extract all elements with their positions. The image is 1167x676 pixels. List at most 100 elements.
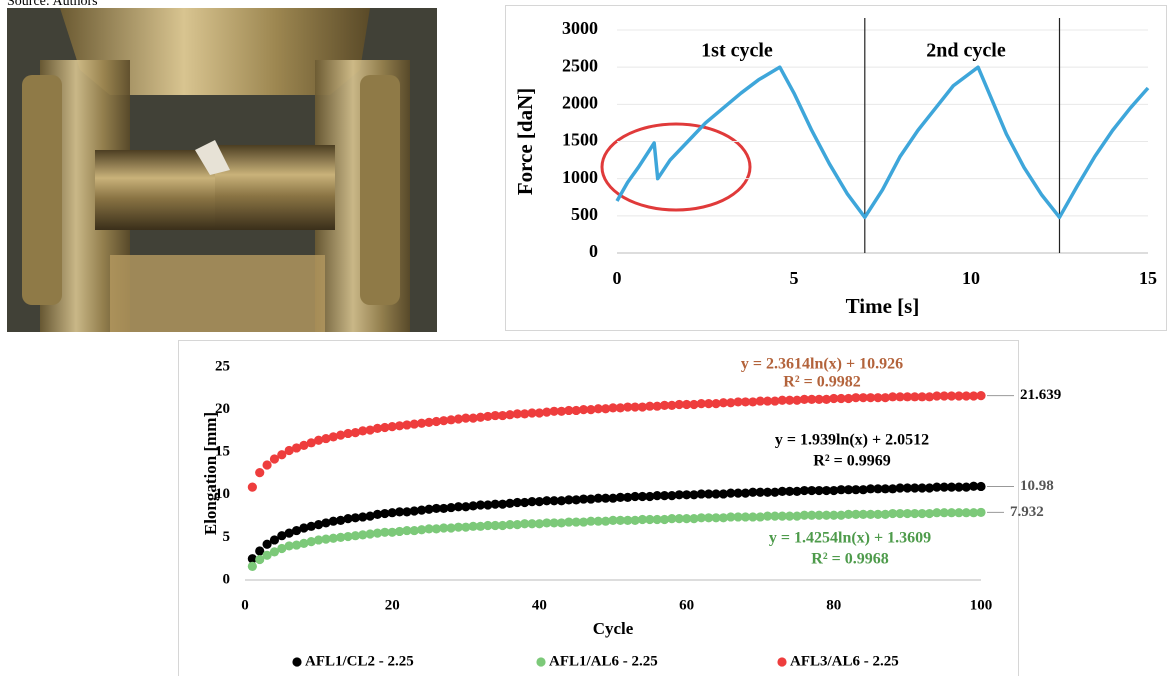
trend-r-squared: R² = 0.9982: [783, 374, 860, 391]
data-point: [417, 418, 427, 428]
data-point: [424, 504, 434, 514]
data-point: [829, 510, 839, 520]
data-point: [711, 513, 721, 523]
data-point: [247, 482, 257, 492]
data-point: [858, 485, 868, 495]
highlight-ellipse: [600, 122, 752, 212]
data-point: [358, 426, 368, 436]
data-point: [902, 392, 913, 402]
data-point: [571, 495, 581, 505]
data-point: [291, 443, 302, 453]
y-tick-label: 0: [589, 241, 598, 261]
x-axis-title: Cycle: [593, 619, 634, 638]
data-point: [372, 423, 383, 433]
data-point: [880, 509, 890, 519]
data-point: [417, 525, 427, 535]
y-tick-label: 25: [215, 358, 230, 374]
data-point: [269, 535, 280, 545]
data-point: [674, 514, 684, 524]
data-point: [755, 512, 765, 522]
data-point: [799, 485, 809, 496]
data-point: [556, 496, 567, 506]
data-point: [380, 422, 390, 433]
data-point: [520, 409, 530, 419]
data-point: [637, 514, 648, 525]
data-point: [556, 406, 567, 416]
data-point: [505, 498, 515, 508]
data-point: [755, 487, 765, 497]
data-point: [917, 483, 927, 493]
data-point: [321, 518, 331, 528]
data-point: [564, 495, 574, 505]
data-point: [689, 514, 699, 524]
data-point: [880, 484, 890, 494]
data-point: [247, 561, 257, 571]
data-point: [873, 393, 883, 403]
data-point: [520, 519, 530, 529]
trend-equation: y = 1.4254ln(x) + 1.3609: [769, 530, 931, 547]
data-point: [336, 515, 346, 525]
data-point: [431, 524, 441, 534]
data-point: [762, 396, 773, 406]
data-point: [328, 516, 338, 526]
data-point: [976, 507, 986, 518]
data-point: [468, 413, 478, 423]
data-point: [821, 394, 832, 404]
data-point: [946, 482, 957, 492]
data-point: [740, 397, 751, 407]
data-point: [718, 489, 729, 499]
data-point: [549, 518, 559, 528]
data-point: [439, 503, 449, 514]
data-point: [630, 402, 640, 412]
data-point: [762, 487, 773, 497]
data-point: [814, 394, 824, 404]
data-point: [247, 554, 257, 564]
data-point: [954, 482, 964, 492]
data-point: [409, 419, 419, 429]
data-point: [262, 550, 272, 560]
data-point: [314, 520, 324, 530]
data-point: [615, 492, 625, 502]
data-point: [505, 520, 515, 530]
data-point: [615, 403, 625, 413]
trend-equation: y = 1.939ln(x) + 2.0512: [775, 432, 929, 449]
data-point: [696, 489, 706, 499]
data-point: [895, 483, 905, 493]
data-point: [534, 519, 545, 529]
data-point: [866, 484, 876, 494]
data-point: [910, 483, 920, 493]
data-point: [380, 508, 390, 519]
data-point: [314, 435, 324, 445]
data-point: [785, 486, 795, 496]
data-label: 7.932: [1010, 504, 1044, 520]
data-point: [932, 391, 942, 401]
chart-frame: [505, 5, 1167, 331]
data-point: [593, 516, 603, 526]
data-point: [704, 513, 714, 523]
data-point: [873, 509, 883, 519]
data-point: [321, 433, 331, 444]
data-point: [365, 529, 375, 539]
data-point: [409, 525, 419, 536]
data-point: [704, 489, 714, 499]
data-point: [726, 512, 736, 522]
data-point: [615, 515, 625, 525]
data-point: [939, 482, 949, 492]
data-point: [667, 400, 677, 410]
data-point: [608, 515, 618, 525]
y-tick-label: 15: [215, 444, 230, 460]
data-point: [821, 510, 832, 520]
data-point: [586, 405, 596, 415]
data-point: [358, 512, 368, 522]
x-tick-label: 20: [385, 597, 400, 613]
data-point: [718, 513, 729, 523]
source-note: Source: Authors: [7, 0, 98, 9]
data-point: [954, 508, 964, 518]
data-point: [689, 399, 699, 410]
data-point: [490, 410, 500, 421]
data-point: [571, 517, 581, 527]
data-point: [748, 512, 758, 522]
data-point: [851, 509, 861, 519]
data-point: [586, 516, 596, 526]
data-point: [748, 487, 758, 497]
